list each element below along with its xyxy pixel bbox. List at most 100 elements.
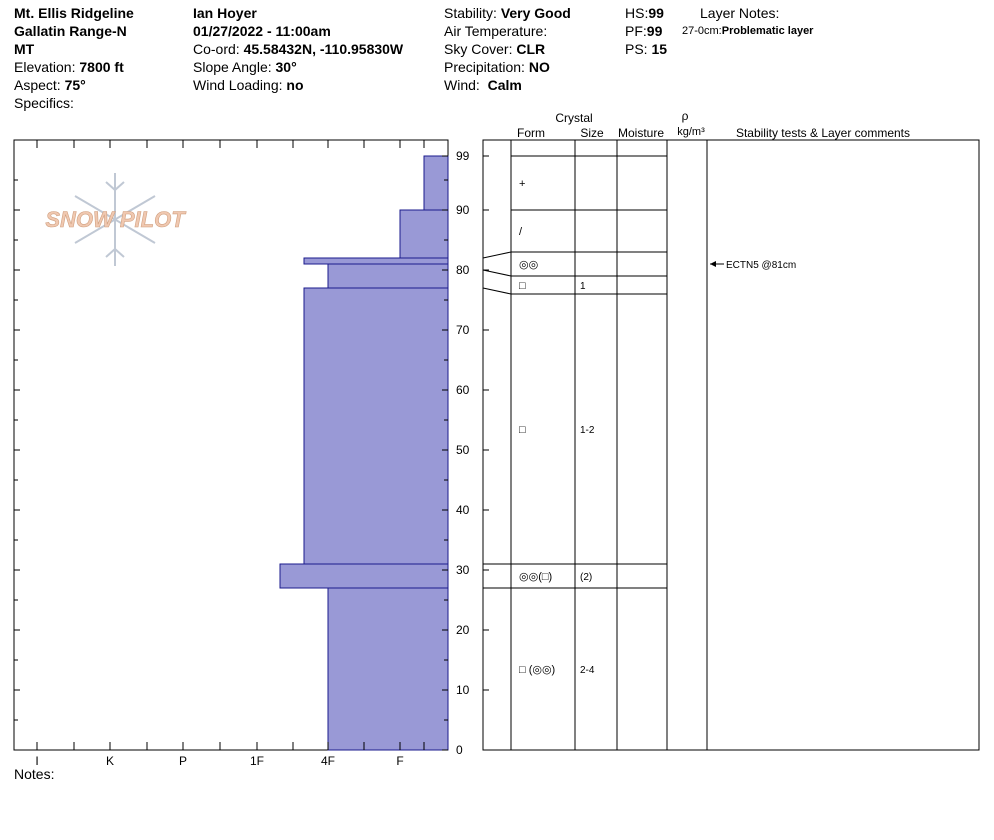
notes-label: Notes:: [14, 766, 55, 782]
ps-row: PS: 15: [625, 40, 667, 58]
y-tick-label: 30: [456, 563, 470, 577]
air-temp-label: Air Temperature:: [444, 23, 548, 39]
slope-value: 30°: [275, 59, 297, 75]
y-tick-label: 70: [456, 323, 470, 337]
grain-size: 2-4: [580, 665, 595, 676]
coord-label: Co-ord:: [193, 41, 240, 57]
precip-row: Precipitation: NO: [444, 58, 550, 76]
aspect-value: 75°: [64, 77, 86, 93]
grain-form: ◎◎(□): [519, 571, 552, 583]
x-tick-label: K: [106, 754, 114, 768]
x-tick-label: F: [396, 754, 403, 768]
elevation-label: Elevation:: [14, 59, 76, 75]
density-symbol: ρ: [682, 109, 689, 123]
layer-notes-label: Layer Notes:: [700, 5, 780, 21]
ps-value: 15: [651, 41, 668, 57]
comments-header: Stability tests & Layer comments: [736, 126, 910, 140]
wind-value: Calm: [487, 77, 522, 93]
aspect-label: Aspect:: [14, 77, 61, 93]
y-tick-label: 90: [456, 203, 470, 217]
wind-loading-value: no: [286, 77, 304, 93]
location-name: Mt. Ellis Ridgeline: [14, 5, 134, 21]
hardness-bar: [279, 563, 449, 589]
coord-row: Co-ord: 45.58432N, -110.95830W: [193, 40, 403, 58]
wind-row: Wind: Calm: [444, 76, 522, 94]
hardness-bar: [423, 155, 449, 211]
grain-form: ◎◎: [519, 259, 538, 271]
y-tick-label: 10: [456, 683, 470, 697]
precip-value: NO: [528, 59, 550, 75]
y-tick-label: 0: [456, 743, 463, 757]
hs-value: 99: [648, 5, 664, 21]
grain-form: □: [519, 280, 526, 292]
hardness-bar: [327, 263, 449, 289]
grain-size: 1: [580, 281, 586, 292]
boundary-connector: [482, 251, 512, 259]
pf-value: 99: [646, 23, 663, 39]
boundary-connector: [482, 269, 512, 277]
x-tick-label: P: [179, 754, 187, 768]
boundary-connector: [482, 287, 512, 295]
sky-label: Sky Cover:: [444, 41, 513, 57]
snow-pilot-logo: [74, 173, 156, 266]
grain-form: /: [519, 226, 523, 238]
layer-table-frame: [482, 139, 980, 751]
precip-label: Precipitation:: [444, 59, 525, 75]
stability-row: Stability: Very Good: [444, 4, 571, 22]
pf-label: PF:: [625, 23, 647, 39]
hs-label: HS:: [625, 5, 649, 21]
specifics-label: Specifics:: [14, 95, 74, 111]
y-tick-label: 40: [456, 503, 470, 517]
grain-size: (2): [580, 572, 592, 583]
hs-row: HS:99: [625, 4, 664, 22]
aspect-row: Aspect: 75°: [14, 76, 86, 94]
moisture-header: Moisture: [618, 126, 664, 140]
layer-note-range: 27-0cm:: [682, 25, 722, 37]
sky-row: Sky Cover: CLR: [444, 40, 545, 58]
observation-datetime: 01/27/2022 - 11:00am: [193, 23, 331, 39]
crystal-header: Crystal: [555, 111, 592, 125]
elevation-row: Elevation: 7800 ft: [14, 58, 124, 76]
stability-value: Very Good: [500, 5, 571, 21]
grain-form: +: [519, 178, 525, 190]
snow-pilot-logo-text: SNOW PILOT: [45, 207, 186, 232]
hardness-bar: [399, 209, 449, 259]
y-tick-label: 50: [456, 443, 470, 457]
y-tick-label: 60: [456, 383, 470, 397]
elevation-value: 7800 ft: [79, 59, 124, 75]
y-tick-label: 80: [456, 263, 470, 277]
y-tick-label: 99: [456, 149, 470, 163]
slope-label: Slope Angle:: [193, 59, 272, 75]
observer-name: Ian Hoyer: [193, 5, 257, 21]
grain-form: □ (◎◎): [519, 664, 555, 676]
hardness-bar: [303, 257, 449, 265]
coord-value: 45.58432N, -110.95830W: [243, 41, 404, 57]
form-header: Form: [517, 126, 545, 140]
wind-label: Wind:: [444, 77, 480, 93]
layer-note-row: 27-0cm:Problematic layer: [682, 22, 813, 40]
wind-loading-label: Wind Loading:: [193, 77, 283, 93]
slope-row: Slope Angle: 30°: [193, 58, 297, 76]
stability-label: Stability:: [444, 5, 497, 21]
layer-table-columns: [510, 140, 708, 750]
hardness-bar: [303, 287, 449, 565]
pf-row: PF:99: [625, 22, 662, 40]
x-tick-label: 4F: [321, 754, 335, 768]
range-name: Gallatin Range-N: [14, 23, 127, 39]
x-tick-label: 1F: [250, 754, 264, 768]
test-arrow-head: [710, 261, 716, 267]
y-tick-label: 20: [456, 623, 470, 637]
grain-form: □: [519, 424, 526, 436]
wind-loading-row: Wind Loading: no: [193, 76, 304, 94]
x-tick-label: I: [35, 754, 38, 768]
ps-label: PS:: [625, 41, 648, 57]
stability-test-label: ECTN5 @81cm: [726, 260, 796, 271]
hardness-bar: [327, 587, 449, 751]
sky-value: CLR: [516, 41, 546, 57]
state-name: MT: [14, 41, 35, 57]
density-unit: kg/m³: [677, 126, 705, 138]
layer-note-text: Problematic layer: [721, 25, 814, 37]
grain-size: 1-2: [580, 425, 595, 436]
size-header: Size: [580, 126, 604, 140]
